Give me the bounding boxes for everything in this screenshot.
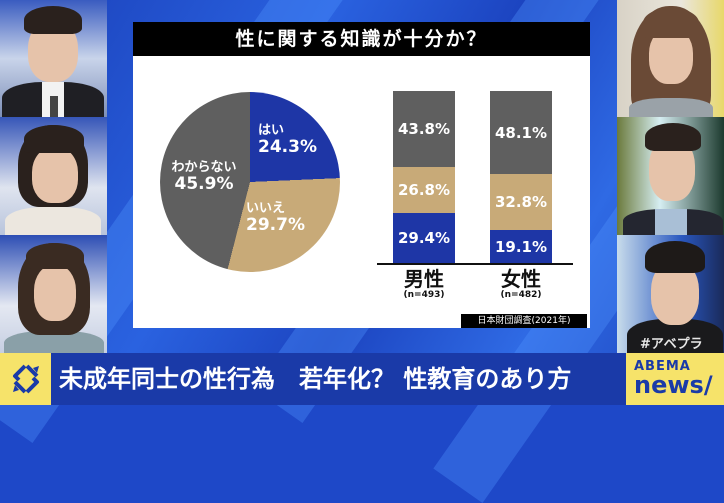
refresh-cycle-icon bbox=[0, 353, 51, 405]
bar-male: 43.8% 26.8% 29.4% bbox=[393, 91, 455, 263]
bar-male-unknown: 43.8% bbox=[393, 91, 455, 167]
panelist-video-1 bbox=[0, 0, 107, 117]
bar-male-no: 26.8% bbox=[393, 167, 455, 213]
bar-axis-line bbox=[377, 263, 573, 265]
pie-label-yes: はい 24.3% bbox=[258, 123, 317, 158]
bar-female-yes: 19.1% bbox=[490, 230, 552, 263]
source-label: 日本財団調査(2021年) bbox=[461, 314, 587, 328]
panelist-video-4 bbox=[617, 0, 724, 117]
bar-female-no: 32.8% bbox=[490, 174, 552, 230]
hashtag-label: #アベプラ bbox=[640, 337, 703, 352]
panelist-video-5 bbox=[617, 117, 724, 235]
panelist-video-3 bbox=[0, 235, 107, 353]
category-male: 男性 (n=493) bbox=[403, 267, 445, 300]
bar-male-yes: 29.4% bbox=[393, 213, 455, 263]
news-banner: 未成年同士の性行為 若年化？ 性教育のあり方 ABEMA news/ bbox=[0, 353, 724, 405]
pie-label-unknown: わからない 45.9% bbox=[171, 160, 237, 195]
abema-news-logo: ABEMA news/ bbox=[626, 353, 724, 405]
bar-female: 48.1% 32.8% 19.1% bbox=[490, 91, 552, 263]
pie-chart bbox=[160, 92, 340, 272]
panelist-video-6 bbox=[617, 235, 724, 353]
pie-label-no: いいえ 29.7% bbox=[246, 201, 305, 236]
category-female: 女性 (n=482) bbox=[500, 267, 542, 300]
headline-text: 未成年同士の性行為 若年化？ 性教育のあり方 bbox=[51, 353, 626, 405]
chart-title: 性に関する知識が十分か？ bbox=[133, 22, 590, 56]
bar-female-unknown: 48.1% bbox=[490, 91, 552, 174]
panelist-video-2 bbox=[0, 117, 107, 235]
